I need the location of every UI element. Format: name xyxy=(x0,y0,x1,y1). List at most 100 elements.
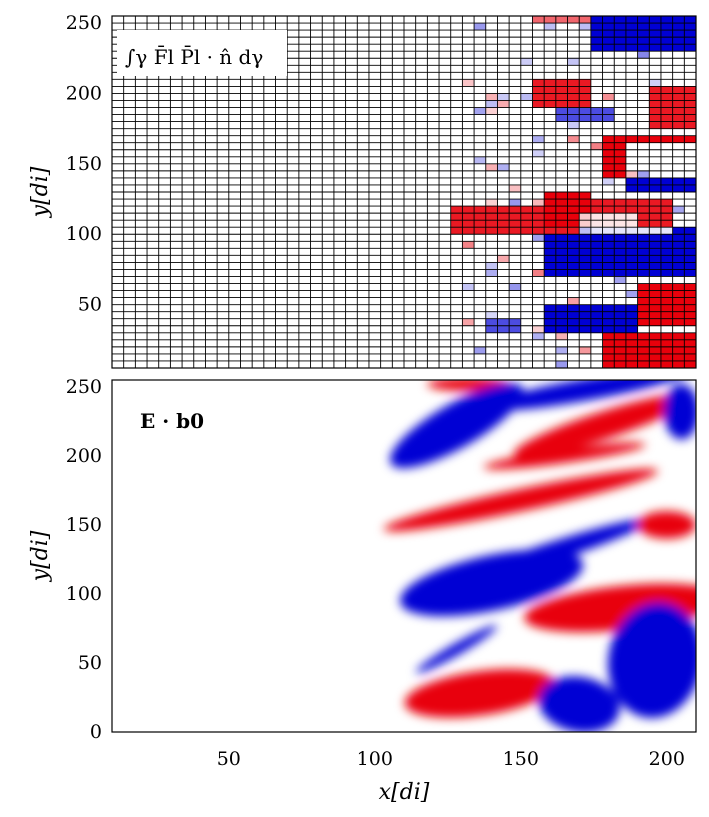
flux-cell xyxy=(497,93,510,101)
flux-cell xyxy=(602,156,615,164)
flux-cell xyxy=(602,114,615,122)
flux-cell xyxy=(672,44,685,52)
negative-field-region xyxy=(449,518,651,587)
flux-cell xyxy=(625,360,638,368)
flux-cell xyxy=(579,16,591,24)
flux-cell xyxy=(625,304,638,312)
negative-field-region xyxy=(481,380,689,411)
flux-cell xyxy=(602,163,615,171)
flux-cell xyxy=(579,262,591,270)
flux-cell xyxy=(590,16,603,24)
flux-cell xyxy=(614,44,626,52)
flux-cell xyxy=(625,241,638,249)
flux-cell xyxy=(590,325,603,333)
flux-cell xyxy=(660,311,673,319)
flux-cell xyxy=(649,304,661,312)
flux-cell xyxy=(649,107,661,115)
flux-cell xyxy=(637,311,650,319)
flux-cell xyxy=(544,220,556,228)
flux-cell xyxy=(614,170,626,178)
flux-cell xyxy=(637,346,650,354)
bottom-axes-frame xyxy=(111,379,697,733)
flux-cell xyxy=(649,121,661,129)
flux-cell xyxy=(602,142,615,150)
bottom-annotation: E · b0 xyxy=(140,409,204,433)
flux-cell xyxy=(544,206,556,214)
positive-field-region xyxy=(483,442,646,470)
flux-cell xyxy=(672,227,685,235)
flux-cell xyxy=(579,325,591,333)
flux-cell xyxy=(532,206,545,214)
flux-cell xyxy=(660,206,673,214)
flux-cell xyxy=(497,325,510,333)
flux-cell xyxy=(532,16,545,24)
flux-cell xyxy=(520,220,533,228)
flux-cell xyxy=(590,318,603,326)
flux-cell xyxy=(579,192,591,200)
flux-cell xyxy=(590,199,603,207)
flux-cell xyxy=(684,311,696,319)
flux-cell xyxy=(579,248,591,256)
flux-cell xyxy=(684,297,696,305)
flux-cell xyxy=(555,79,568,87)
flux-cell xyxy=(532,269,545,277)
flux-cell xyxy=(625,135,638,143)
flux-cell xyxy=(614,220,626,228)
flux-cell xyxy=(684,318,696,326)
flux-cell xyxy=(649,206,661,214)
flux-cell xyxy=(544,318,556,326)
flux-cell xyxy=(509,213,521,221)
flux-cell xyxy=(555,234,568,242)
flux-cell xyxy=(614,353,626,361)
flux-cell xyxy=(567,227,580,235)
top-y-tick-label: 200 xyxy=(66,82,102,104)
flux-cell xyxy=(660,213,673,221)
bottom-y-tick-label: 100 xyxy=(66,583,102,605)
flux-cell xyxy=(485,325,498,333)
bottom-field xyxy=(383,380,696,732)
flux-cell xyxy=(462,79,475,87)
flux-cell xyxy=(555,269,568,277)
flux-cell xyxy=(649,346,661,354)
flux-cell xyxy=(637,23,650,31)
flux-cell xyxy=(649,283,661,291)
flux-cell xyxy=(672,304,685,312)
flux-cell xyxy=(625,318,638,326)
flux-cell xyxy=(672,184,685,192)
top-y-tick-label: 50 xyxy=(78,294,102,316)
flux-cell xyxy=(625,353,638,361)
flux-cell xyxy=(555,220,568,228)
flux-cell xyxy=(672,269,685,277)
flux-cell xyxy=(485,227,498,235)
flux-cell xyxy=(637,206,650,214)
flux-cell xyxy=(485,262,498,270)
flux-cell xyxy=(579,269,591,277)
flux-cell xyxy=(625,332,638,340)
flux-cell xyxy=(602,255,615,263)
flux-cell xyxy=(649,241,661,249)
flux-cell xyxy=(684,107,696,115)
negative-field-region xyxy=(663,384,696,440)
bottom-panel: 0 50 100 150 200 250 50 100 150 200 E · b0 y[di]… xyxy=(28,376,697,805)
flux-cell xyxy=(602,199,615,207)
flux-cell xyxy=(649,332,661,340)
flux-cell xyxy=(625,30,638,38)
flux-cell xyxy=(567,114,580,122)
flux-cell xyxy=(637,227,650,235)
flux-cell xyxy=(462,241,475,249)
flux-cell xyxy=(485,206,498,214)
flux-cell xyxy=(614,248,626,256)
flux-cell xyxy=(614,360,626,368)
flux-cell xyxy=(684,121,696,129)
flux-cell xyxy=(649,114,661,122)
flux-cell xyxy=(637,199,650,207)
flux-cell xyxy=(590,142,603,150)
top-y-tick-label: 100 xyxy=(66,223,102,245)
negative-field-region xyxy=(389,383,524,469)
flux-cell xyxy=(590,304,603,312)
flux-cell xyxy=(579,23,591,31)
flux-cell xyxy=(555,325,568,333)
bottom-y-tick-label: 0 xyxy=(90,721,102,743)
flux-cell xyxy=(625,213,638,221)
flux-cell xyxy=(614,318,626,326)
